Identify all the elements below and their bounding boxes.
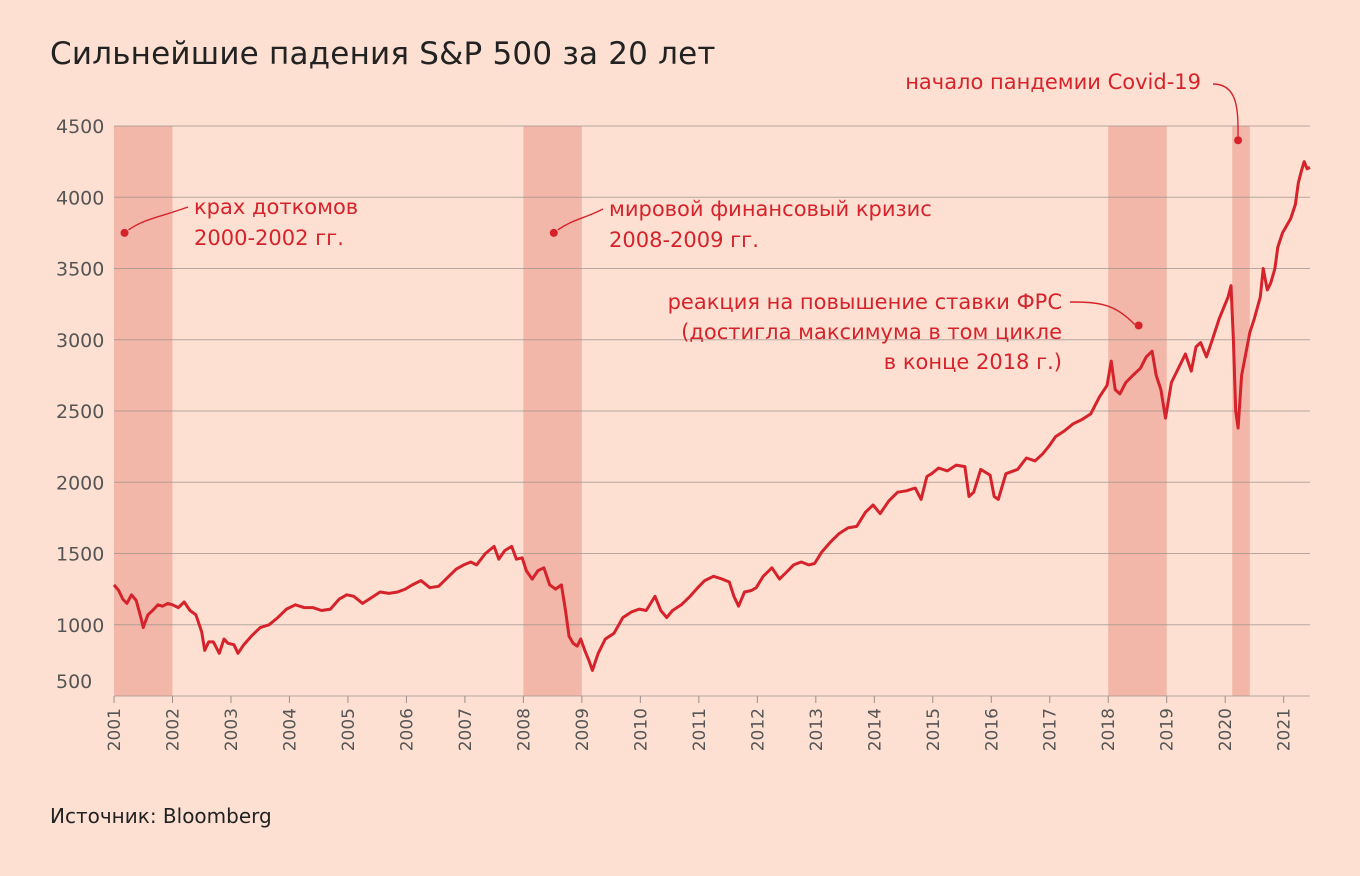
annotation-text-0: 2000-2002 гг. xyxy=(194,226,344,250)
x-tick-label: 2011 xyxy=(690,708,710,751)
annotation-marker-0 xyxy=(120,228,129,237)
y-tick-label: 2000 xyxy=(56,472,104,494)
y-axis-ticks: 500 1000 1500 2000 2500 3000 3500 4000 4500 xyxy=(56,116,104,693)
annotation-leader-3 xyxy=(1212,83,1239,137)
x-tick-label: 2002 xyxy=(163,708,183,751)
x-tick-label: 2009 xyxy=(573,708,593,751)
annotations: крах доткомов 2000-2002 гг. мировой финанс… xyxy=(120,70,1243,374)
x-tick-label: 2014 xyxy=(865,708,885,751)
annotation-text-2: в конце 2018 г.) xyxy=(884,350,1062,374)
x-tick-label: 2018 xyxy=(1099,708,1119,751)
y-tick-label: 3500 xyxy=(56,259,104,281)
annotation-marker-1 xyxy=(549,228,558,237)
y-tick-label: 4000 xyxy=(56,187,104,209)
x-tick-label: 2021 xyxy=(1275,708,1295,751)
annotation-marker-3 xyxy=(1234,136,1243,145)
annotation-text-0: крах доткомов xyxy=(194,195,358,219)
x-tick-label: 2010 xyxy=(631,708,651,751)
y-tick-label: 3000 xyxy=(56,330,104,352)
x-tick-label: 2019 xyxy=(1158,708,1178,751)
x-tick-label: 2012 xyxy=(748,708,768,751)
y-tick-label: 1000 xyxy=(56,615,104,637)
x-tick-label: 2005 xyxy=(339,708,359,751)
source-note: Источник: Bloomberg xyxy=(50,804,272,828)
x-tick-label: 2016 xyxy=(982,708,1002,751)
annotation-marker-2 xyxy=(1134,321,1143,330)
x-tick-label: 2008 xyxy=(514,708,534,751)
annotation-leader-1 xyxy=(557,208,604,231)
x-tick-label: 2013 xyxy=(807,708,827,751)
annotation-text-2: реакция на повышение ставки ФРС xyxy=(668,290,1062,314)
annotation-text-1: мировой финансовый кризис xyxy=(609,197,932,221)
annotation-leader-2 xyxy=(1069,301,1136,325)
x-tick-label: 2017 xyxy=(1041,708,1061,751)
y-tick-label: 2500 xyxy=(56,401,104,423)
annotation-leader-0 xyxy=(128,206,189,231)
series-lines xyxy=(112,160,1311,672)
x-tick-label: 2004 xyxy=(280,708,300,751)
x-tick-label: 2007 xyxy=(456,708,476,751)
gridlines xyxy=(114,125,1310,697)
annotation-text-2: (достигла максимума в том цикле xyxy=(681,320,1062,344)
x-tick-label: 2003 xyxy=(222,708,242,751)
x-tick-label: 2015 xyxy=(924,708,944,751)
y-tick-label: 500 xyxy=(56,671,92,693)
x-axis-ticks: 2001 2002 2003 2004 2005 2006 2007 2008 2009 2010… xyxy=(105,696,1295,751)
y-tick-label: 4500 xyxy=(56,116,104,138)
series-line-0 xyxy=(112,160,1311,672)
annotation-text-1: 2008-2009 гг. xyxy=(609,228,759,252)
annotation-text-3: начало пандемии Covid-19 xyxy=(905,70,1201,94)
x-tick-label: 2006 xyxy=(397,708,417,751)
x-tick-label: 2001 xyxy=(105,708,125,751)
x-tick-label: 2020 xyxy=(1216,708,1236,751)
chart-title: Сильнейшие падения S&P 500 за 20 лет xyxy=(50,36,716,72)
y-tick-label: 1500 xyxy=(56,544,104,566)
